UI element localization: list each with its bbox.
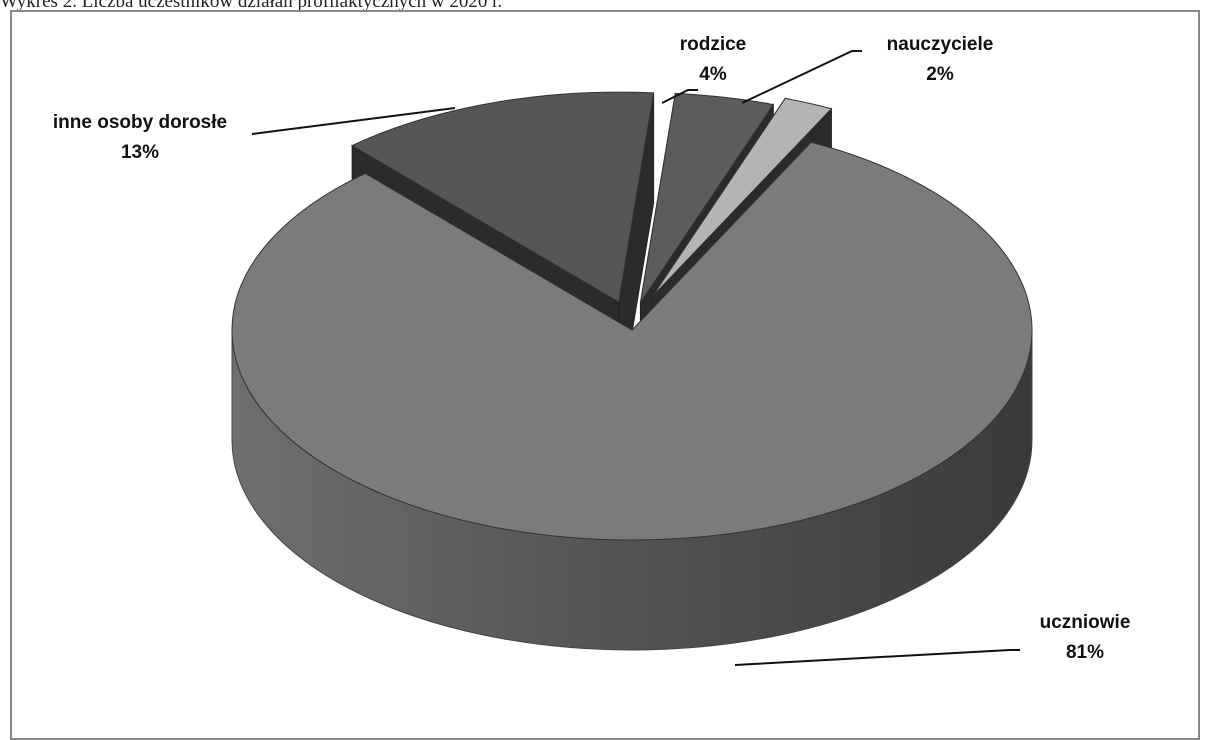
leader-line-inne-osoby-dorosłe	[251, 107, 456, 135]
slice-value-inne-osoby-dorosłe: 13%	[121, 142, 159, 163]
pie-slice-rodzice	[639, 92, 775, 303]
leader-line-rodzice	[661, 89, 698, 104]
chart-caption: Wykres 2. Liczba uczestników działań pro…	[0, 0, 503, 12]
leader-line-uczniowie	[734, 649, 1020, 666]
slice-label-inne-osoby-dorosłe: inne osoby dorosłe	[53, 112, 227, 133]
pie-chart: uczniowie 81% inne osoby dorosłe 13% rodzice…	[53, 34, 1131, 666]
pie-leader-lines	[251, 50, 1020, 666]
pie-slice-uczniowie	[231, 141, 1033, 541]
slice-value-rodzice: 4%	[699, 64, 727, 85]
pie-slice-nauczyciele	[651, 97, 833, 297]
pie-labels: uczniowie 81% inne osoby dorosłe 13% rodzice…	[53, 34, 1131, 663]
pie-tops	[231, 91, 1033, 541]
leader-line-nauczyciele	[741, 50, 862, 104]
slice-label-rodzice: rodzice	[680, 34, 747, 55]
pie-slice-inne-osoby-dorosłe	[351, 91, 655, 303]
slice-label-uczniowie: uczniowie	[1040, 612, 1131, 633]
slice-value-nauczyciele: 2%	[926, 64, 954, 85]
slice-value-uczniowie: 81%	[1066, 642, 1104, 663]
slice-label-nauczyciele: nauczyciele	[887, 34, 994, 55]
